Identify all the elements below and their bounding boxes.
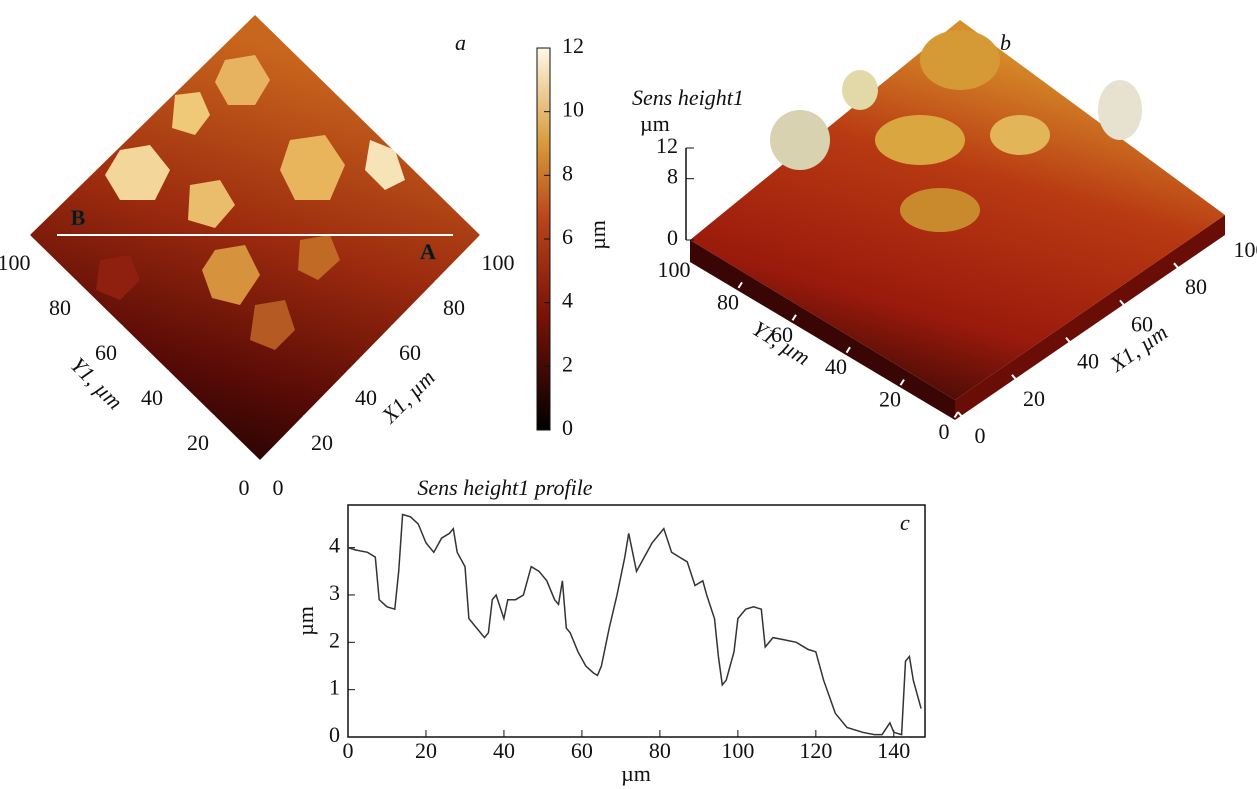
tick-mark [304, 415, 309, 423]
tick-label: 0 [939, 419, 950, 444]
panel-label: a [455, 30, 466, 55]
tick-label: 40 [355, 385, 377, 410]
tick-mark [118, 325, 122, 333]
panel-label: c [900, 510, 910, 535]
tick-label: 40 [825, 354, 847, 379]
figure: aBA020406080100020406080100Y1, µmX1, µm0… [0, 0, 1257, 789]
x-axis-label: X1, µm [376, 365, 440, 429]
y-tick-label: 0 [329, 722, 340, 747]
tick-label: 80 [1185, 274, 1207, 299]
colorbar-tick-label: 10 [562, 97, 584, 122]
tick-label: 40 [141, 385, 163, 410]
colorbar-tick-label: 6 [562, 224, 573, 249]
tick-label: 100 [482, 250, 515, 275]
tick-label: 100 [658, 257, 691, 282]
tick-label: 0 [975, 423, 986, 448]
y-tick-label: 4 [329, 533, 340, 558]
tick-label: 100 [0, 250, 31, 275]
tick-mark [480, 235, 485, 243]
x-axis-label: µm [621, 761, 651, 786]
z-tick-label: 0 [667, 225, 678, 250]
colorbar-tick-label: 4 [562, 288, 573, 313]
colorbar-tick-label: 2 [562, 351, 573, 376]
z-tick-label: 8 [667, 164, 678, 189]
colorbar-label: µm [585, 220, 610, 250]
tick-label: 40 [1077, 349, 1099, 374]
tick-mark [685, 250, 689, 256]
chart-title: Sens height1 profile [417, 475, 592, 500]
tick-label: 20 [879, 387, 901, 412]
z-tick-label: 12 [656, 133, 678, 158]
page: {"chart_data": [ {"type": "heatmap", "la… [0, 0, 1257, 789]
tick-mark [392, 325, 397, 333]
tick-mark [72, 280, 76, 288]
tick-mark [1228, 226, 1234, 233]
plot-frame [348, 505, 925, 737]
x-tick-label: 80 [649, 738, 671, 763]
tick-label: 60 [399, 340, 421, 365]
x-tick-label: 0 [343, 738, 354, 763]
profile-chart [348, 505, 925, 737]
profile-line [348, 515, 921, 735]
colorbar-tick-label: 8 [562, 160, 573, 185]
profile-label: A [420, 239, 436, 264]
tick-label: 100 [1234, 237, 1257, 262]
tick-label: 20 [187, 430, 209, 455]
x-tick-label: 140 [877, 738, 910, 763]
tick-label: 80 [443, 295, 465, 320]
tick-mark [210, 415, 214, 423]
y-tick-label: 3 [329, 580, 340, 605]
z-axis-label: Sens height1 [632, 85, 744, 110]
x-tick-label: 120 [799, 738, 832, 763]
tick-label: 0 [273, 475, 284, 500]
x-tick-label: 60 [571, 738, 593, 763]
tick-label: 20 [311, 430, 333, 455]
y-tick-label: 1 [329, 675, 340, 700]
tick-mark [260, 460, 265, 468]
x-tick-label: 40 [493, 738, 515, 763]
tick-label: 80 [49, 295, 71, 320]
x-tick-label: 100 [721, 738, 754, 763]
tick-mark [164, 370, 168, 378]
tick-mark [348, 370, 353, 378]
profile-label: B [71, 205, 86, 230]
tick-label: 0 [239, 475, 250, 500]
x-tick-label: 20 [415, 738, 437, 763]
tick-mark [436, 280, 441, 288]
colorbar-tick-label: 0 [562, 415, 573, 440]
tick-mark [26, 235, 30, 243]
tick-label: 80 [717, 289, 739, 314]
tick-label: 20 [1023, 386, 1045, 411]
panel-label: b [1000, 30, 1011, 55]
y-tick-label: 2 [329, 627, 340, 652]
tick-mark [256, 460, 260, 468]
y-axis-label: µm [293, 606, 318, 636]
surface [690, 20, 1225, 420]
colorbar-tick-label: 12 [562, 33, 584, 58]
tick-label: 60 [95, 340, 117, 365]
